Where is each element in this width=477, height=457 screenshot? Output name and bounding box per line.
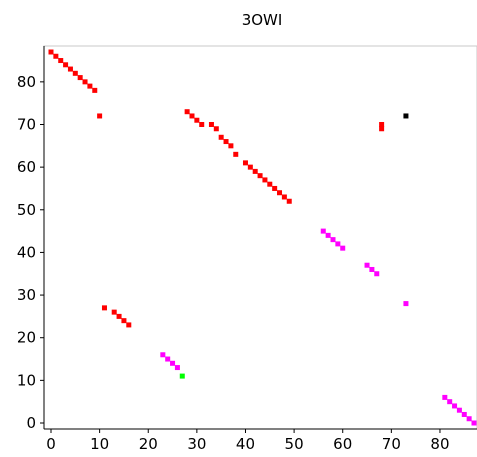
data-point <box>257 173 263 179</box>
data-point <box>199 121 205 127</box>
data-point <box>272 185 278 191</box>
y-tick-label: 20 <box>17 329 36 347</box>
data-point <box>72 70 78 76</box>
data-point <box>379 126 385 132</box>
data-point <box>403 301 409 307</box>
data-point <box>170 360 176 366</box>
x-tick-label: 70 <box>382 435 401 453</box>
data-point <box>252 168 258 174</box>
data-point <box>160 352 166 358</box>
data-point <box>218 134 224 140</box>
data-point <box>58 58 64 64</box>
y-tick-label: 30 <box>17 286 36 304</box>
data-point <box>179 373 185 379</box>
data-point <box>403 113 409 119</box>
data-point <box>442 394 448 400</box>
data-point <box>126 322 132 328</box>
data-point <box>447 399 453 405</box>
data-point <box>466 416 472 422</box>
data-point <box>63 62 69 68</box>
data-point <box>194 117 200 123</box>
data-point <box>48 49 54 55</box>
data-point <box>92 87 98 93</box>
data-points <box>48 49 477 426</box>
chart-title: 3OWI <box>242 11 283 29</box>
data-point <box>228 143 234 149</box>
x-tick-label: 80 <box>430 435 449 453</box>
data-point <box>461 411 467 417</box>
x-tick-label: 10 <box>90 435 109 453</box>
y-tick-label: 0 <box>26 414 36 432</box>
y-tick-label: 50 <box>17 201 36 219</box>
data-point <box>364 262 370 268</box>
data-point <box>213 126 219 132</box>
data-point <box>208 121 214 127</box>
data-point <box>471 420 477 426</box>
data-point <box>452 403 458 409</box>
x-tick-label: 30 <box>187 435 206 453</box>
data-point <box>223 139 229 145</box>
data-point <box>325 232 331 238</box>
data-point <box>374 271 380 277</box>
x-tick-label: 20 <box>139 435 158 453</box>
x-tick-label: 0 <box>46 435 56 453</box>
data-point <box>330 237 336 243</box>
data-point <box>121 318 127 324</box>
data-point <box>340 245 346 251</box>
data-point <box>379 121 385 127</box>
y-tick-label: 10 <box>17 371 36 389</box>
data-point <box>77 75 83 81</box>
y-tick-label: 70 <box>17 115 36 133</box>
data-point <box>174 365 180 371</box>
plot-frame <box>43 45 477 430</box>
x-axis: 0 10 20 30 40 50 60 70 80 <box>46 429 450 453</box>
data-point <box>456 407 462 413</box>
x-tick-label: 40 <box>236 435 255 453</box>
data-point <box>165 356 171 362</box>
data-point <box>281 194 287 200</box>
data-point <box>67 66 73 72</box>
data-point <box>111 309 117 315</box>
data-point <box>101 305 107 311</box>
data-point <box>233 151 239 157</box>
data-point <box>369 266 375 272</box>
y-tick-label: 60 <box>17 158 36 176</box>
data-point <box>247 164 253 170</box>
data-point <box>286 198 292 204</box>
data-point <box>320 228 326 234</box>
data-point <box>267 181 273 187</box>
data-point <box>82 79 88 85</box>
data-point <box>53 53 59 59</box>
data-point <box>335 241 341 247</box>
data-point <box>87 83 93 89</box>
y-tick-label: 40 <box>17 243 36 261</box>
y-axis: 0 10 20 30 40 50 60 70 80 <box>17 73 44 432</box>
data-point <box>116 313 122 319</box>
x-tick-label: 50 <box>285 435 304 453</box>
data-point <box>97 113 103 119</box>
data-point <box>184 109 190 115</box>
x-tick-label: 60 <box>333 435 352 453</box>
data-point <box>189 113 195 119</box>
y-tick-label: 80 <box>17 73 36 91</box>
data-point <box>277 190 283 196</box>
data-point <box>262 177 268 183</box>
data-point <box>242 160 248 166</box>
